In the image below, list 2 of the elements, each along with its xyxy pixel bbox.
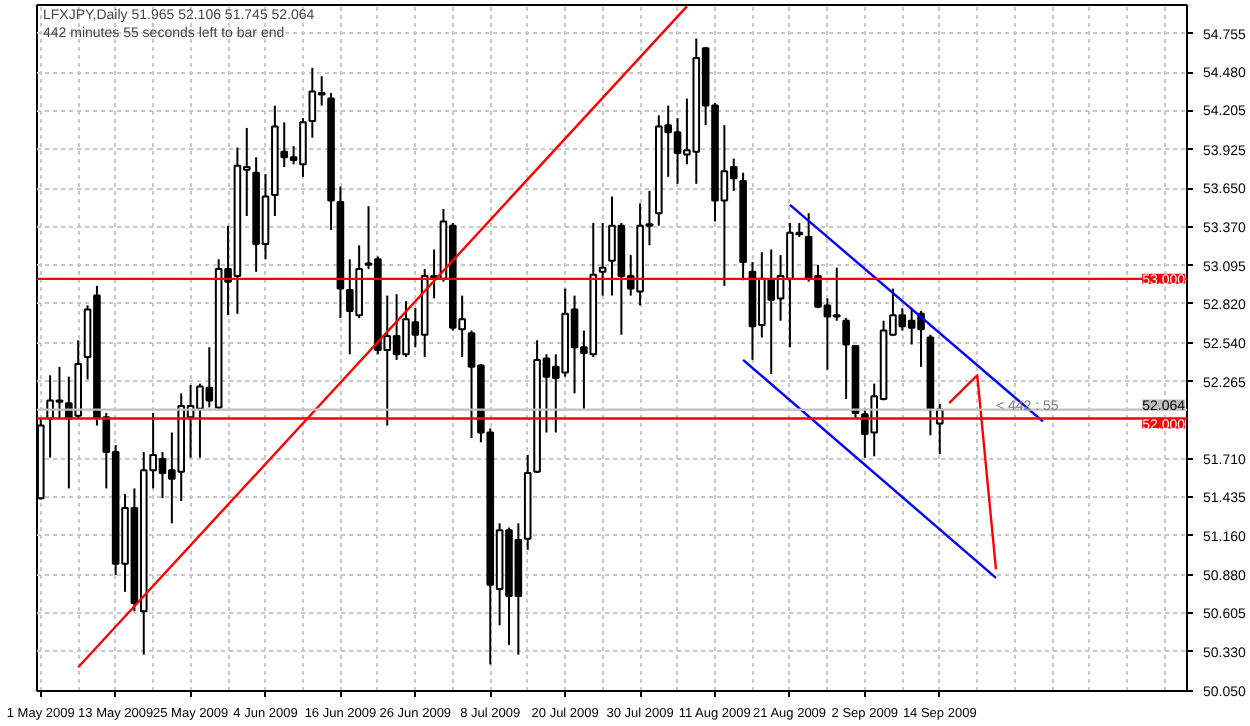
candlestick xyxy=(832,266,841,322)
candlestick xyxy=(598,221,607,297)
